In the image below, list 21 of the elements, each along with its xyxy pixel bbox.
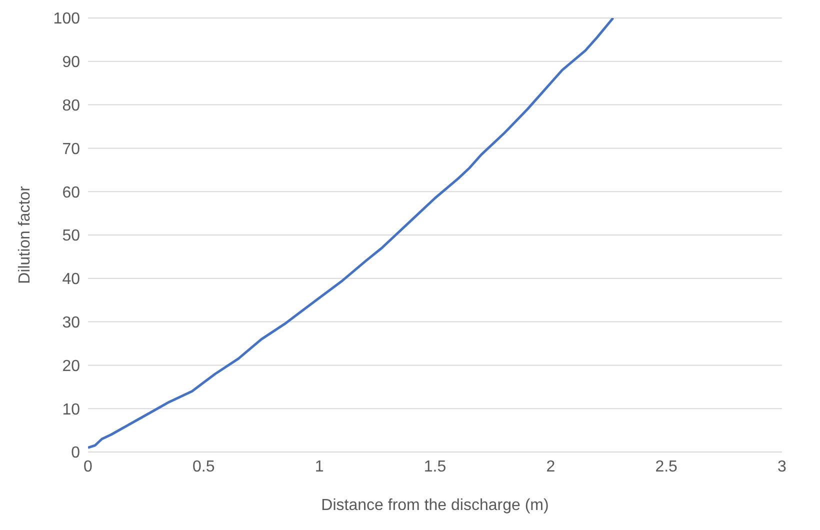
y-tick-label: 90 — [62, 54, 80, 72]
y-tick-label: 80 — [62, 97, 80, 114]
x-axis-title: Distance from the discharge (m) — [321, 497, 549, 514]
y-tick-label: 100 — [53, 10, 80, 28]
y-axis-title: Dilution factor — [16, 185, 34, 284]
x-tick-label: 2.5 — [655, 458, 678, 476]
y-tick-label: 40 — [62, 271, 80, 288]
y-tick-label: 60 — [62, 184, 80, 202]
line-series — [88, 18, 614, 449]
x-tick-label: 0 — [84, 458, 93, 476]
x-tick-label: 0.5 — [192, 458, 215, 476]
y-tick-label: 0 — [71, 444, 80, 462]
y-tick-label: 10 — [62, 401, 80, 418]
x-tick-label: 3 — [778, 458, 787, 476]
x-tick-label: 1.5 — [424, 458, 446, 476]
y-tick-label: 50 — [62, 228, 80, 245]
y-tick-label: 20 — [62, 358, 80, 375]
y-tick-label: 70 — [62, 140, 80, 158]
y-tick-label: 30 — [62, 314, 80, 332]
x-tick-label: 1 — [314, 458, 324, 476]
x-tick-label: 2 — [546, 458, 556, 476]
